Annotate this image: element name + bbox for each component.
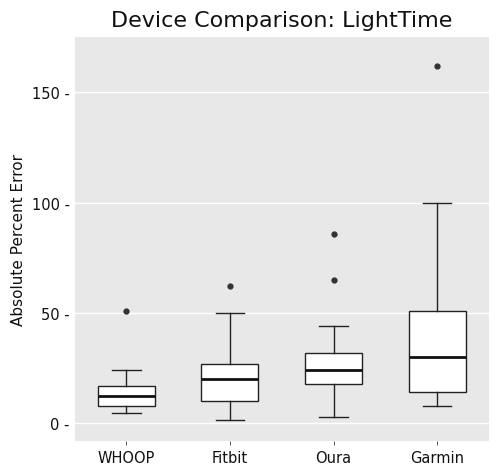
PathPatch shape — [408, 311, 466, 393]
Title: Device Comparison: LightTime: Device Comparison: LightTime — [111, 11, 452, 31]
PathPatch shape — [305, 353, 362, 384]
Y-axis label: Absolute Percent Error: Absolute Percent Error — [11, 154, 26, 326]
PathPatch shape — [98, 386, 155, 406]
PathPatch shape — [202, 364, 258, 401]
